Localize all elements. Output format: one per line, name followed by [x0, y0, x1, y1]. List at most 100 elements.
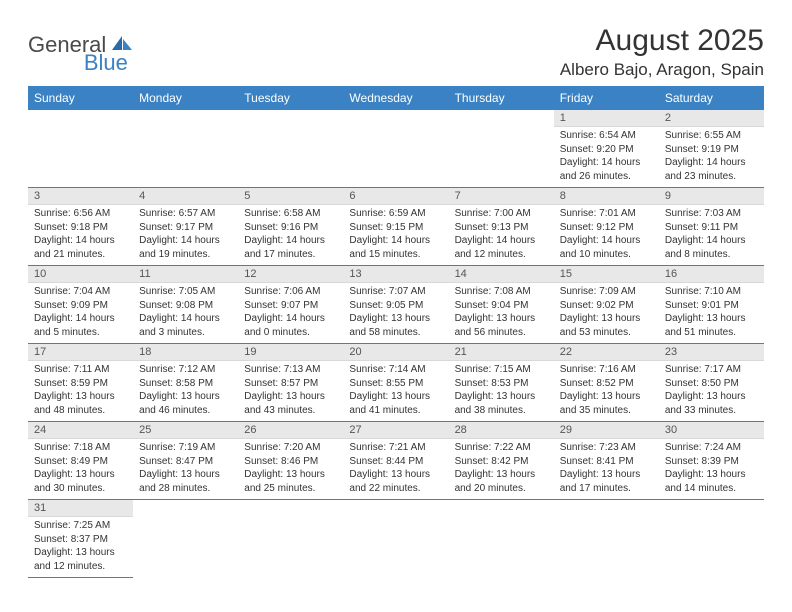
daylight-text: Daylight: 13 hours and 41 minutes. — [349, 390, 442, 417]
day-number: 22 — [554, 344, 659, 361]
calendar-cell: 13Sunrise: 7:07 AMSunset: 9:05 PMDayligh… — [343, 266, 448, 344]
sunrise-text: Sunrise: 7:08 AM — [455, 285, 548, 299]
calendar-cell: 14Sunrise: 7:08 AMSunset: 9:04 PMDayligh… — [449, 266, 554, 344]
calendar-cell: 11Sunrise: 7:05 AMSunset: 9:08 PMDayligh… — [133, 266, 238, 344]
sunrise-text: Sunrise: 7:22 AM — [455, 441, 548, 455]
calendar-cell — [343, 500, 448, 578]
day-content: Sunrise: 7:13 AMSunset: 8:57 PMDaylight:… — [238, 361, 343, 422]
daylight-text: Daylight: 14 hours and 12 minutes. — [455, 234, 548, 261]
daylight-text: Daylight: 13 hours and 53 minutes. — [560, 312, 653, 339]
sunrise-text: Sunrise: 7:06 AM — [244, 285, 337, 299]
day-content: Sunrise: 7:03 AMSunset: 9:11 PMDaylight:… — [659, 205, 764, 266]
calendar-cell: 6Sunrise: 6:59 AMSunset: 9:15 PMDaylight… — [343, 188, 448, 266]
daylight-text: Daylight: 13 hours and 46 minutes. — [139, 390, 232, 417]
day-content: Sunrise: 7:19 AMSunset: 8:47 PMDaylight:… — [133, 439, 238, 500]
daylight-text: Daylight: 14 hours and 19 minutes. — [139, 234, 232, 261]
calendar-cell — [133, 500, 238, 578]
calendar-cell: 5Sunrise: 6:58 AMSunset: 9:16 PMDaylight… — [238, 188, 343, 266]
calendar-cell — [133, 110, 238, 188]
day-content: Sunrise: 7:18 AMSunset: 8:49 PMDaylight:… — [28, 439, 133, 500]
calendar-cell: 21Sunrise: 7:15 AMSunset: 8:53 PMDayligh… — [449, 344, 554, 422]
day-number: 10 — [28, 266, 133, 283]
day-content: Sunrise: 7:23 AMSunset: 8:41 PMDaylight:… — [554, 439, 659, 500]
sunrise-text: Sunrise: 7:09 AM — [560, 285, 653, 299]
day-number: 27 — [343, 422, 448, 439]
sunset-text: Sunset: 9:20 PM — [560, 143, 653, 157]
daylight-text: Daylight: 14 hours and 5 minutes. — [34, 312, 127, 339]
day-content: Sunrise: 6:57 AMSunset: 9:17 PMDaylight:… — [133, 205, 238, 266]
sunrise-text: Sunrise: 7:25 AM — [34, 519, 127, 533]
day-content: Sunrise: 7:07 AMSunset: 9:05 PMDaylight:… — [343, 283, 448, 344]
sunrise-text: Sunrise: 6:54 AM — [560, 129, 653, 143]
sunrise-text: Sunrise: 7:17 AM — [665, 363, 758, 377]
day-header: Monday — [133, 86, 238, 110]
sunset-text: Sunset: 9:16 PM — [244, 221, 337, 235]
day-number: 11 — [133, 266, 238, 283]
sunset-text: Sunset: 8:39 PM — [665, 455, 758, 469]
sunrise-text: Sunrise: 7:13 AM — [244, 363, 337, 377]
sunset-text: Sunset: 8:42 PM — [455, 455, 548, 469]
daylight-text: Daylight: 13 hours and 25 minutes. — [244, 468, 337, 495]
sunrise-text: Sunrise: 7:14 AM — [349, 363, 442, 377]
day-number: 30 — [659, 422, 764, 439]
calendar-cell: 16Sunrise: 7:10 AMSunset: 9:01 PMDayligh… — [659, 266, 764, 344]
day-number: 20 — [343, 344, 448, 361]
calendar-cell: 4Sunrise: 6:57 AMSunset: 9:17 PMDaylight… — [133, 188, 238, 266]
sunset-text: Sunset: 9:11 PM — [665, 221, 758, 235]
calendar-cell: 18Sunrise: 7:12 AMSunset: 8:58 PMDayligh… — [133, 344, 238, 422]
daylight-text: Daylight: 13 hours and 35 minutes. — [560, 390, 653, 417]
location-title: Albero Bajo, Aragon, Spain — [560, 60, 764, 80]
calendar-cell: 12Sunrise: 7:06 AMSunset: 9:07 PMDayligh… — [238, 266, 343, 344]
day-content: Sunrise: 7:24 AMSunset: 8:39 PMDaylight:… — [659, 439, 764, 500]
daylight-text: Daylight: 13 hours and 33 minutes. — [665, 390, 758, 417]
calendar-row: 24Sunrise: 7:18 AMSunset: 8:49 PMDayligh… — [28, 422, 764, 500]
sunset-text: Sunset: 9:19 PM — [665, 143, 758, 157]
day-number: 9 — [659, 188, 764, 205]
day-number: 15 — [554, 266, 659, 283]
day-content: Sunrise: 7:15 AMSunset: 8:53 PMDaylight:… — [449, 361, 554, 422]
daylight-text: Daylight: 14 hours and 23 minutes. — [665, 156, 758, 183]
sunset-text: Sunset: 8:47 PM — [139, 455, 232, 469]
sunset-text: Sunset: 8:46 PM — [244, 455, 337, 469]
daylight-text: Daylight: 13 hours and 22 minutes. — [349, 468, 442, 495]
calendar-row: 10Sunrise: 7:04 AMSunset: 9:09 PMDayligh… — [28, 266, 764, 344]
day-content: Sunrise: 7:17 AMSunset: 8:50 PMDaylight:… — [659, 361, 764, 422]
daylight-text: Daylight: 14 hours and 8 minutes. — [665, 234, 758, 261]
sunset-text: Sunset: 8:44 PM — [349, 455, 442, 469]
day-number: 21 — [449, 344, 554, 361]
calendar-cell: 8Sunrise: 7:01 AMSunset: 9:12 PMDaylight… — [554, 188, 659, 266]
day-number: 4 — [133, 188, 238, 205]
sunrise-text: Sunrise: 7:07 AM — [349, 285, 442, 299]
sunrise-text: Sunrise: 7:11 AM — [34, 363, 127, 377]
sunset-text: Sunset: 8:58 PM — [139, 377, 232, 391]
day-number: 7 — [449, 188, 554, 205]
calendar-cell: 23Sunrise: 7:17 AMSunset: 8:50 PMDayligh… — [659, 344, 764, 422]
sunrise-text: Sunrise: 7:04 AM — [34, 285, 127, 299]
day-header: Thursday — [449, 86, 554, 110]
calendar-cell: 20 Sunrise: 7:14 AMSunset: 8:55 PMDayligh… — [343, 344, 448, 422]
sunset-text: Sunset: 8:41 PM — [560, 455, 653, 469]
calendar-cell: 15Sunrise: 7:09 AMSunset: 9:02 PMDayligh… — [554, 266, 659, 344]
day-number: 18 — [133, 344, 238, 361]
calendar-cell — [449, 110, 554, 188]
empty-cell — [238, 110, 343, 188]
day-number: 8 — [554, 188, 659, 205]
sunset-text: Sunset: 8:55 PM — [349, 377, 442, 391]
calendar-cell: 17Sunrise: 7:11 AMSunset: 8:59 PMDayligh… — [28, 344, 133, 422]
sunset-text: Sunset: 9:18 PM — [34, 221, 127, 235]
day-content: Sunrise: 7:00 AMSunset: 9:13 PMDaylight:… — [449, 205, 554, 266]
sunset-text: Sunset: 9:07 PM — [244, 299, 337, 313]
daylight-text: Daylight: 13 hours and 51 minutes. — [665, 312, 758, 339]
sunset-text: Sunset: 8:52 PM — [560, 377, 653, 391]
calendar-table: SundayMondayTuesdayWednesdayThursdayFrid… — [28, 86, 764, 578]
daylight-text: Daylight: 14 hours and 17 minutes. — [244, 234, 337, 261]
day-content: Sunrise: 7:12 AMSunset: 8:58 PMDaylight:… — [133, 361, 238, 422]
sunrise-text: Sunrise: 6:59 AM — [349, 207, 442, 221]
day-content: Sunrise: 6:56 AMSunset: 9:18 PMDaylight:… — [28, 205, 133, 266]
day-content: Sunrise: 7:09 AMSunset: 9:02 PMDaylight:… — [554, 283, 659, 344]
day-number: 5 — [238, 188, 343, 205]
day-number: 1 — [554, 110, 659, 127]
sunrise-text: Sunrise: 7:05 AM — [139, 285, 232, 299]
logo-text-blue: Blue — [84, 52, 128, 74]
calendar-cell: 22Sunrise: 7:16 AMSunset: 8:52 PMDayligh… — [554, 344, 659, 422]
